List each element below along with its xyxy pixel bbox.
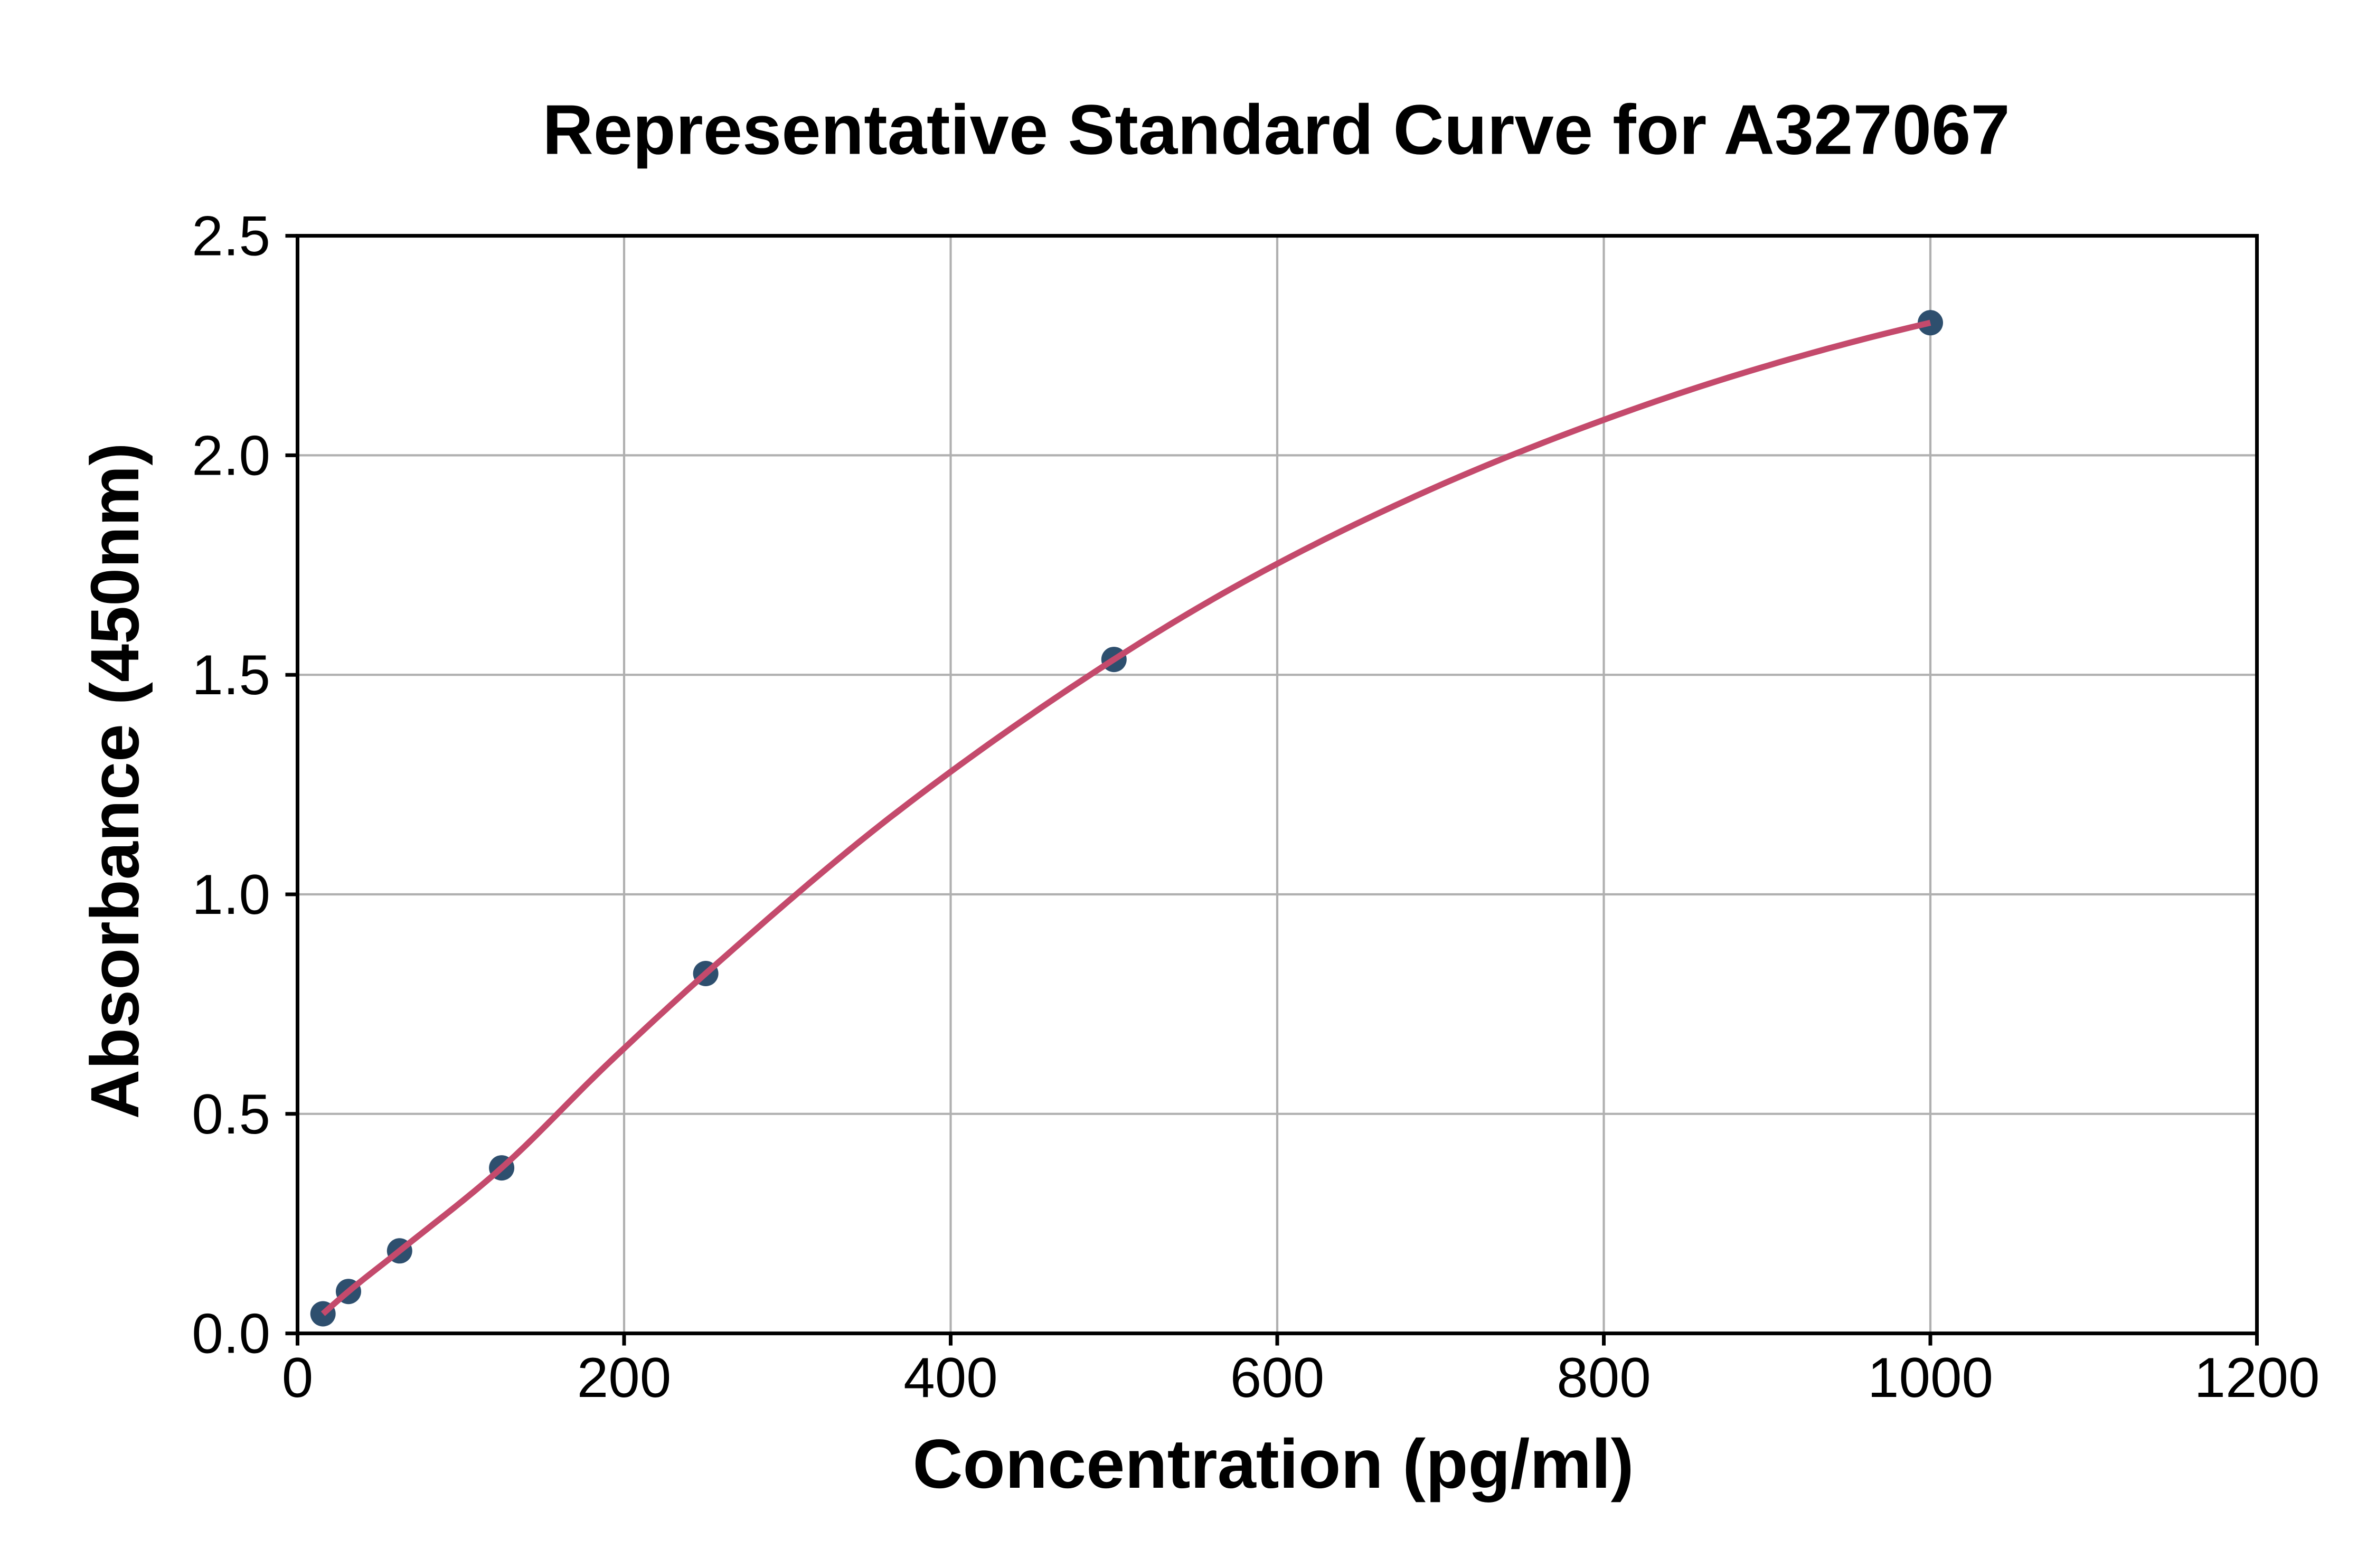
svg-text:800: 800 — [1557, 1346, 1651, 1409]
svg-text:Concentration (pg/ml): Concentration (pg/ml) — [912, 1425, 1634, 1503]
svg-text:600: 600 — [1230, 1346, 1325, 1409]
svg-text:2.0: 2.0 — [192, 423, 270, 487]
svg-text:0.5: 0.5 — [192, 1082, 270, 1146]
svg-text:200: 200 — [577, 1346, 672, 1409]
svg-text:Representative Standard Curve: Representative Standard Curve for A32706… — [542, 91, 2010, 169]
svg-text:2.5: 2.5 — [192, 204, 270, 268]
svg-text:1.0: 1.0 — [192, 863, 270, 926]
svg-text:400: 400 — [903, 1346, 998, 1409]
svg-text:Absorbance (450nm): Absorbance (450nm) — [77, 443, 153, 1119]
svg-text:0.0: 0.0 — [192, 1302, 270, 1365]
svg-text:0: 0 — [282, 1346, 314, 1409]
svg-text:1000: 1000 — [1868, 1346, 1993, 1409]
svg-text:1.5: 1.5 — [192, 643, 270, 706]
svg-text:1200: 1200 — [2194, 1346, 2320, 1409]
